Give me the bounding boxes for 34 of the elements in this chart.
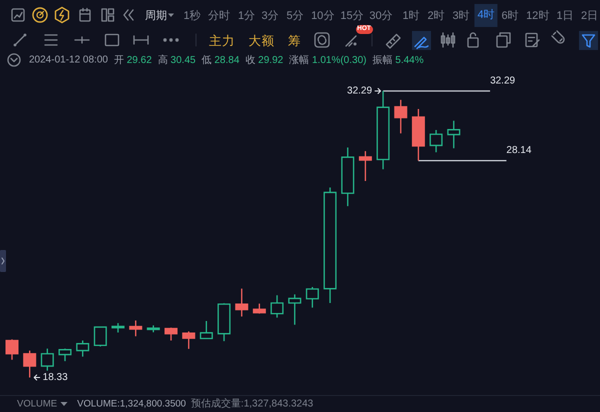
annotation: 32.29 xyxy=(347,86,372,96)
button-interval: 1时 xyxy=(399,4,423,26)
text: 收 29.92 xyxy=(245,54,284,66)
text: VOLUME xyxy=(17,398,58,410)
text: 预估成交量:1,327,843.3243 xyxy=(190,398,314,410)
text: 2024-01-12 08:00 xyxy=(29,54,108,66)
button-interval: 6时 xyxy=(498,4,522,26)
text: 振幅 5.44% xyxy=(372,54,424,66)
button-interval: 15分 xyxy=(337,4,367,26)
text: VOLUME:1,324,800.3500 xyxy=(77,398,186,410)
button-indicator: 主力 xyxy=(206,30,238,52)
text: 低 28.84 xyxy=(202,54,240,66)
button-indicator: 大额 xyxy=(246,30,278,52)
text: 32.29 xyxy=(490,76,516,86)
button-interval: 2日 xyxy=(578,4,600,26)
button-interval: 2时 xyxy=(424,4,448,26)
text: 涨幅 1.01%(0.30) xyxy=(289,54,366,66)
button-indicator: 筹 xyxy=(285,30,304,52)
button-interval: 3分 xyxy=(258,4,282,26)
button-interval: 1分 xyxy=(234,4,258,26)
button-period: 周期 xyxy=(142,4,170,26)
button-interval: 10分 xyxy=(308,4,338,26)
button-interval: 3时 xyxy=(449,4,473,26)
button-interval: 5分 xyxy=(283,4,307,26)
button-interval: 4时 xyxy=(474,4,498,27)
button-interval: 1日 xyxy=(553,4,577,26)
button-interval: 分时 xyxy=(205,4,233,26)
button-interval: 1秒 xyxy=(180,4,204,26)
button-interval: 30分 xyxy=(366,4,396,26)
text: 高 30.45 xyxy=(158,54,196,66)
button-interval: 12时 xyxy=(523,4,552,26)
text: 28.14 xyxy=(506,145,532,156)
text: 开 29.62 xyxy=(114,54,152,66)
annotation: 18.33 xyxy=(42,372,68,383)
